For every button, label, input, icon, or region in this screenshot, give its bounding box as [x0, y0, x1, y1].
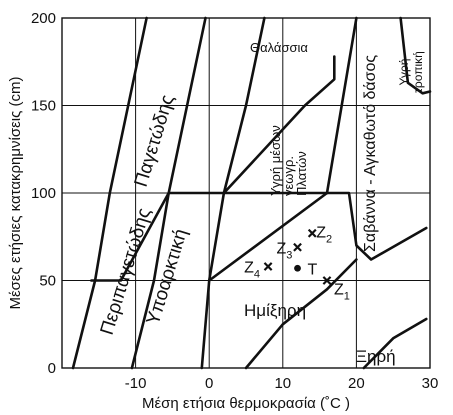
point-label: Z4 [244, 260, 260, 281]
zone-label-line: Υγρή [397, 59, 411, 86]
x-axis-title: Μέση ετήσια θερμοκρασία (˚C ) [142, 395, 350, 412]
point-label: Z1 [334, 282, 350, 303]
tick-labels: -10 0 10 20 30 0 50 100 150 200 [31, 10, 438, 392]
zone-label-line: Υγρή μέσων [268, 125, 283, 196]
zone-label-subarctic: Υποαρκτική [143, 226, 192, 327]
y-tick-label: 50 [39, 273, 56, 290]
point-label: Z3 [277, 240, 293, 261]
point-label-subscript: 3 [286, 249, 292, 261]
zone-label-thalassia: Θαλάσσια [250, 40, 308, 55]
zone-boundaries [71, 16, 432, 370]
point-label: Z2 [316, 224, 332, 245]
zone-boundary-line [71, 16, 148, 370]
zone-boundary-line [399, 16, 432, 95]
x-tick-label: 30 [422, 375, 439, 392]
point-label-name: T [308, 261, 318, 278]
zone-boundary-line [90, 191, 170, 282]
zone-label-humid-midlatitude: Υγρή μέσωνγεωγρ.Πλατών [268, 125, 309, 196]
point-label: T [308, 261, 318, 278]
zone-boundary-line [207, 191, 428, 282]
zone-label-line: Πλατών [294, 151, 309, 196]
y-tick-label: 200 [31, 10, 56, 27]
point-label-subscript: 4 [254, 269, 260, 281]
y-axis-title: Μέσες ετήσιες κατακρημνίσεις (cm) [7, 76, 24, 309]
point-marker-x [263, 262, 273, 271]
point-label-subscript: 1 [344, 291, 350, 303]
y-tick-label: 0 [48, 360, 56, 377]
zone-label-semiarid: Ημίξηρη [244, 301, 306, 320]
point-marker-dot [294, 264, 301, 272]
point-label-subscript: 2 [326, 233, 332, 245]
x-tick-label: 20 [348, 375, 365, 392]
plot-frame [61, 17, 431, 369]
x-tick-label: -10 [125, 375, 147, 392]
zone-boundary-line [222, 55, 336, 195]
zone-label-savanna: Σαβάννα - Αγκαθωτό δάσος [362, 55, 379, 252]
point-marker-x [322, 276, 332, 285]
zone-boundary-line [244, 258, 358, 370]
point-label-name: Z [277, 240, 287, 257]
point-label-name: Z [244, 260, 254, 277]
point-marker-x [293, 242, 302, 252]
zone-label-arid: Ξηρή [356, 347, 396, 366]
x-tick-label: 0 [205, 375, 213, 392]
zone-label-line: γεωγρ. [281, 156, 296, 196]
zone-label-line: τροπική [411, 51, 425, 93]
y-tick-label: 100 [31, 185, 56, 202]
y-tick-label: 150 [31, 98, 56, 115]
point-label-name: Z [316, 224, 326, 241]
zone-boundary-line [325, 16, 358, 195]
zone-label-tropical-humid: Υγρήτροπική [397, 51, 425, 93]
x-tick-label: 10 [274, 375, 291, 392]
point-label-name: Z [334, 282, 344, 299]
zone-boundary-line [362, 317, 428, 370]
point-marker-x [307, 228, 317, 238]
